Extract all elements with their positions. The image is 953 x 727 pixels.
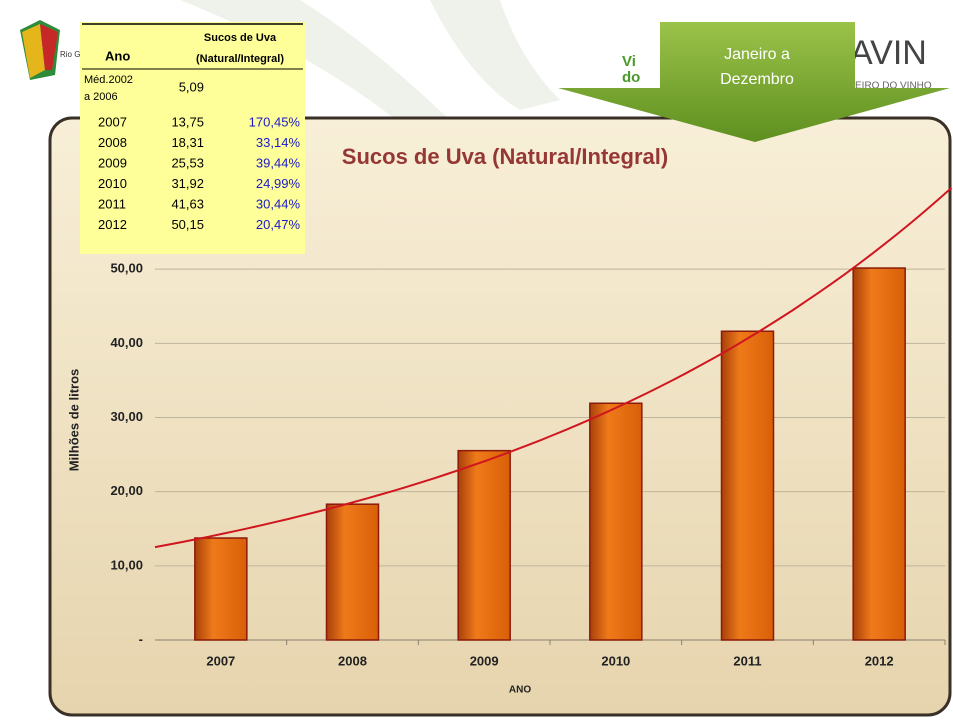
x-tick-label: 2008 [338,653,367,668]
bar [327,504,379,640]
table-value: 13,75 [171,114,204,129]
bar [458,451,510,640]
x-tick-label: 2009 [470,653,499,668]
page: Rio Grande do Sul Vi do AVIN EIRO DO VIN… [0,0,953,722]
table-year: 2007 [98,114,127,129]
y-tick-label: 10,00 [110,557,143,572]
callout-text: Dezembro [720,71,794,88]
bar [195,538,247,640]
logo-text: do [622,69,640,86]
table-year: 2008 [98,135,127,150]
y-tick-label: 20,00 [110,483,143,498]
table-change: 170,45% [249,114,301,129]
logo-text: Vi [622,53,636,70]
table-value: 5,09 [179,79,204,94]
table-header: Ano [105,48,130,63]
table-value: 41,63 [171,196,204,211]
x-tick-label: 2012 [865,653,894,668]
table-value: 31,92 [171,176,204,191]
table-value: 50,15 [171,217,204,232]
x-tick-label: 2007 [206,653,235,668]
table-value: 18,31 [171,135,204,150]
y-axis-title: Milhões de litros [66,369,81,472]
chart-title: Sucos de Uva (Natural/Integral) [342,144,668,169]
bar [590,403,642,640]
table-change: 39,44% [256,155,301,170]
table-header: (Natural/Integral) [196,53,284,65]
bar [722,331,774,640]
table-year: a 2006 [84,91,118,103]
callout-text: Janeiro a [724,46,790,63]
table-change: 24,99% [256,176,301,191]
table-change: 30,44% [256,196,301,211]
table-year: Méd.2002 [84,74,133,86]
table-year: 2011 [98,196,126,211]
y-tick-label: 50,00 [110,261,143,276]
table-header: Sucos de Uva [204,32,277,44]
slide: Rio Grande do Sul Vi do AVIN EIRO DO VIN… [0,0,953,722]
table-year: 2010 [98,176,127,191]
table-value: 25,53 [171,155,204,170]
table: Ano Sucos de Uva (Natural/Integral) Méd.… [80,22,305,254]
table-change: 33,14% [256,135,301,150]
x-axis-title: ANO [509,685,531,696]
x-tick-label: 2011 [733,653,761,668]
table-year: 2012 [98,217,127,232]
x-tick-label: 2010 [601,653,630,668]
y-tick-label: 30,00 [110,409,143,424]
logo-text: AVIN [850,34,927,72]
table-change: 20,47% [256,217,301,232]
y-tick-label: - [139,631,143,646]
bar [853,268,905,640]
y-tick-label: 40,00 [110,335,143,350]
table-year: 2009 [98,155,127,170]
bg-swoosh [430,0,560,110]
